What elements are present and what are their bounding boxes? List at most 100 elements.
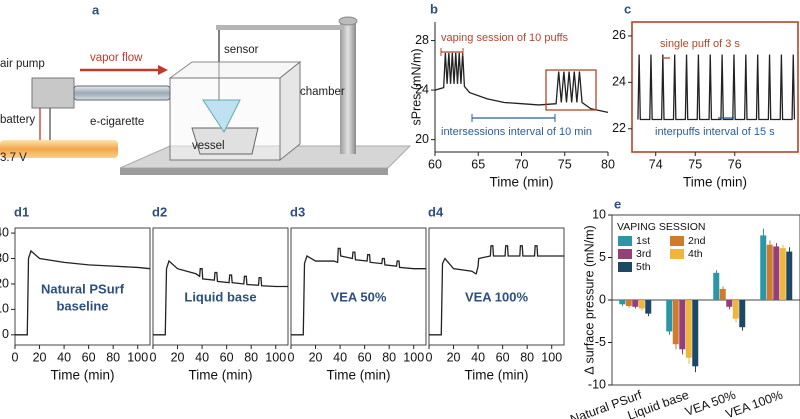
plot-frame	[428, 227, 565, 346]
data-line	[434, 52, 609, 114]
bar	[726, 300, 733, 307]
bar	[713, 272, 720, 300]
x-tick-label: 60	[496, 350, 510, 364]
x-tick-label: 75	[688, 157, 702, 171]
y-tick-label: 0	[599, 292, 606, 306]
x-tick-label: 80	[382, 350, 396, 364]
y-tick-label: 20	[0, 276, 9, 290]
legend-label: 5th	[636, 261, 651, 273]
x-tick-label: 65	[471, 157, 485, 171]
data-line	[291, 247, 426, 336]
y-tick-label: -10	[588, 377, 606, 391]
x-tick-label: 20	[447, 350, 461, 364]
x-axis-label: Time (min)	[189, 368, 253, 383]
data-line	[153, 259, 288, 336]
bar	[645, 300, 652, 314]
diagram-label: 3.7 V	[0, 152, 27, 164]
chamber-top	[168, 61, 302, 79]
x-tick-label: 80	[106, 350, 120, 364]
y-tick-label: 24	[612, 75, 626, 89]
y-axis-label: Δ surface pressure (mN/m)	[582, 225, 596, 374]
bar	[732, 300, 739, 319]
x-tick-label: 100	[403, 350, 424, 364]
bar	[685, 300, 692, 358]
legend-swatch	[670, 236, 684, 246]
table-edge	[120, 168, 388, 175]
panel-annotation: baseline	[56, 298, 108, 313]
y-tick-label: 10	[592, 207, 606, 221]
panel-letter: a	[92, 2, 100, 17]
plot-frame	[290, 227, 427, 346]
y-tick-label: 30	[0, 251, 9, 265]
x-tick-label: 60	[358, 350, 372, 364]
e-cigarette-shape	[73, 85, 171, 101]
legend-label: 1st	[636, 235, 650, 247]
x-tick-label: 75	[558, 157, 572, 171]
x-tick-label: 100	[127, 350, 148, 364]
y-tick-label: 0	[2, 327, 9, 341]
bar	[779, 248, 786, 300]
x-tick-label: 40	[57, 350, 71, 364]
panel-letter: e	[614, 196, 621, 211]
diagram-label: chamber	[300, 86, 345, 98]
legend-title: VAPING SESSION	[617, 221, 706, 233]
x-tick-label: 60	[220, 350, 234, 364]
panel-letter: d1	[14, 204, 29, 219]
annotation: single puff of 3 s	[660, 38, 740, 50]
data-line	[637, 54, 796, 121]
vessel-shape	[191, 127, 259, 155]
legend-swatch	[618, 236, 632, 246]
x-tick-label: 0	[426, 350, 433, 364]
diagram-label: vapor flow	[90, 52, 143, 64]
setup-diagram: a air pump vapor flow sensor chamber bat…	[0, 2, 412, 175]
diagram-label: air pump	[0, 58, 45, 70]
bar	[786, 251, 793, 300]
legend-label: 2nd	[688, 235, 706, 247]
x-tick-label: 0	[12, 350, 19, 364]
x-tick-label: 40	[333, 350, 347, 364]
x-axis-label: Time (min)	[490, 175, 554, 190]
y-tick-label: 24	[415, 82, 429, 96]
panel-annotation: VEA 50%	[331, 289, 387, 304]
legend-swatch	[618, 262, 632, 272]
x-tick-label: 40	[195, 350, 209, 364]
x-tick-label: 80	[244, 350, 258, 364]
x-tick-label: 20	[33, 350, 47, 364]
annotation: intersessions interval of 10 min	[441, 126, 592, 138]
x-tick-label: 0	[288, 350, 295, 364]
vessel-liquid	[202, 99, 241, 134]
x-tick-label: 80	[601, 157, 615, 171]
post-top	[338, 16, 358, 26]
panel-letter: d2	[152, 204, 167, 219]
post	[340, 22, 356, 154]
chamber-side	[279, 60, 301, 162]
legend-swatch	[618, 249, 632, 259]
legend-label: 4th	[688, 248, 703, 260]
data-line	[15, 249, 151, 336]
panel-annotation: Natural PSurf	[41, 281, 125, 296]
x-tick-label: 40	[471, 350, 485, 364]
x-axis-label: Time (min)	[327, 368, 391, 383]
diagram-label: battery	[0, 114, 35, 126]
bar	[672, 300, 679, 345]
y-tick-label: -5	[595, 335, 606, 349]
legend-label: 3rd	[636, 248, 651, 260]
legend-swatch	[670, 249, 684, 259]
annotation: vaping session of 10 puffs	[441, 32, 568, 44]
y-tick-label: 28	[415, 33, 429, 47]
x-tick-label: 60	[82, 350, 96, 364]
x-axis-label: Time (min)	[465, 368, 529, 383]
panel-annotation: VEA 100%	[465, 289, 529, 304]
air-pump	[31, 77, 75, 109]
y-tick-label: 22	[612, 121, 626, 135]
y-axis-label: sPres (mN/m)	[409, 48, 423, 125]
x-tick-label: 80	[520, 350, 534, 364]
x-tick-label: 20	[309, 350, 323, 364]
x-tick-label: 20	[171, 350, 185, 364]
plot-frame	[14, 227, 151, 346]
bar	[760, 235, 767, 300]
y-tick-label: 5	[599, 250, 606, 264]
x-tick-label: 74	[649, 157, 663, 171]
arm	[216, 25, 344, 30]
